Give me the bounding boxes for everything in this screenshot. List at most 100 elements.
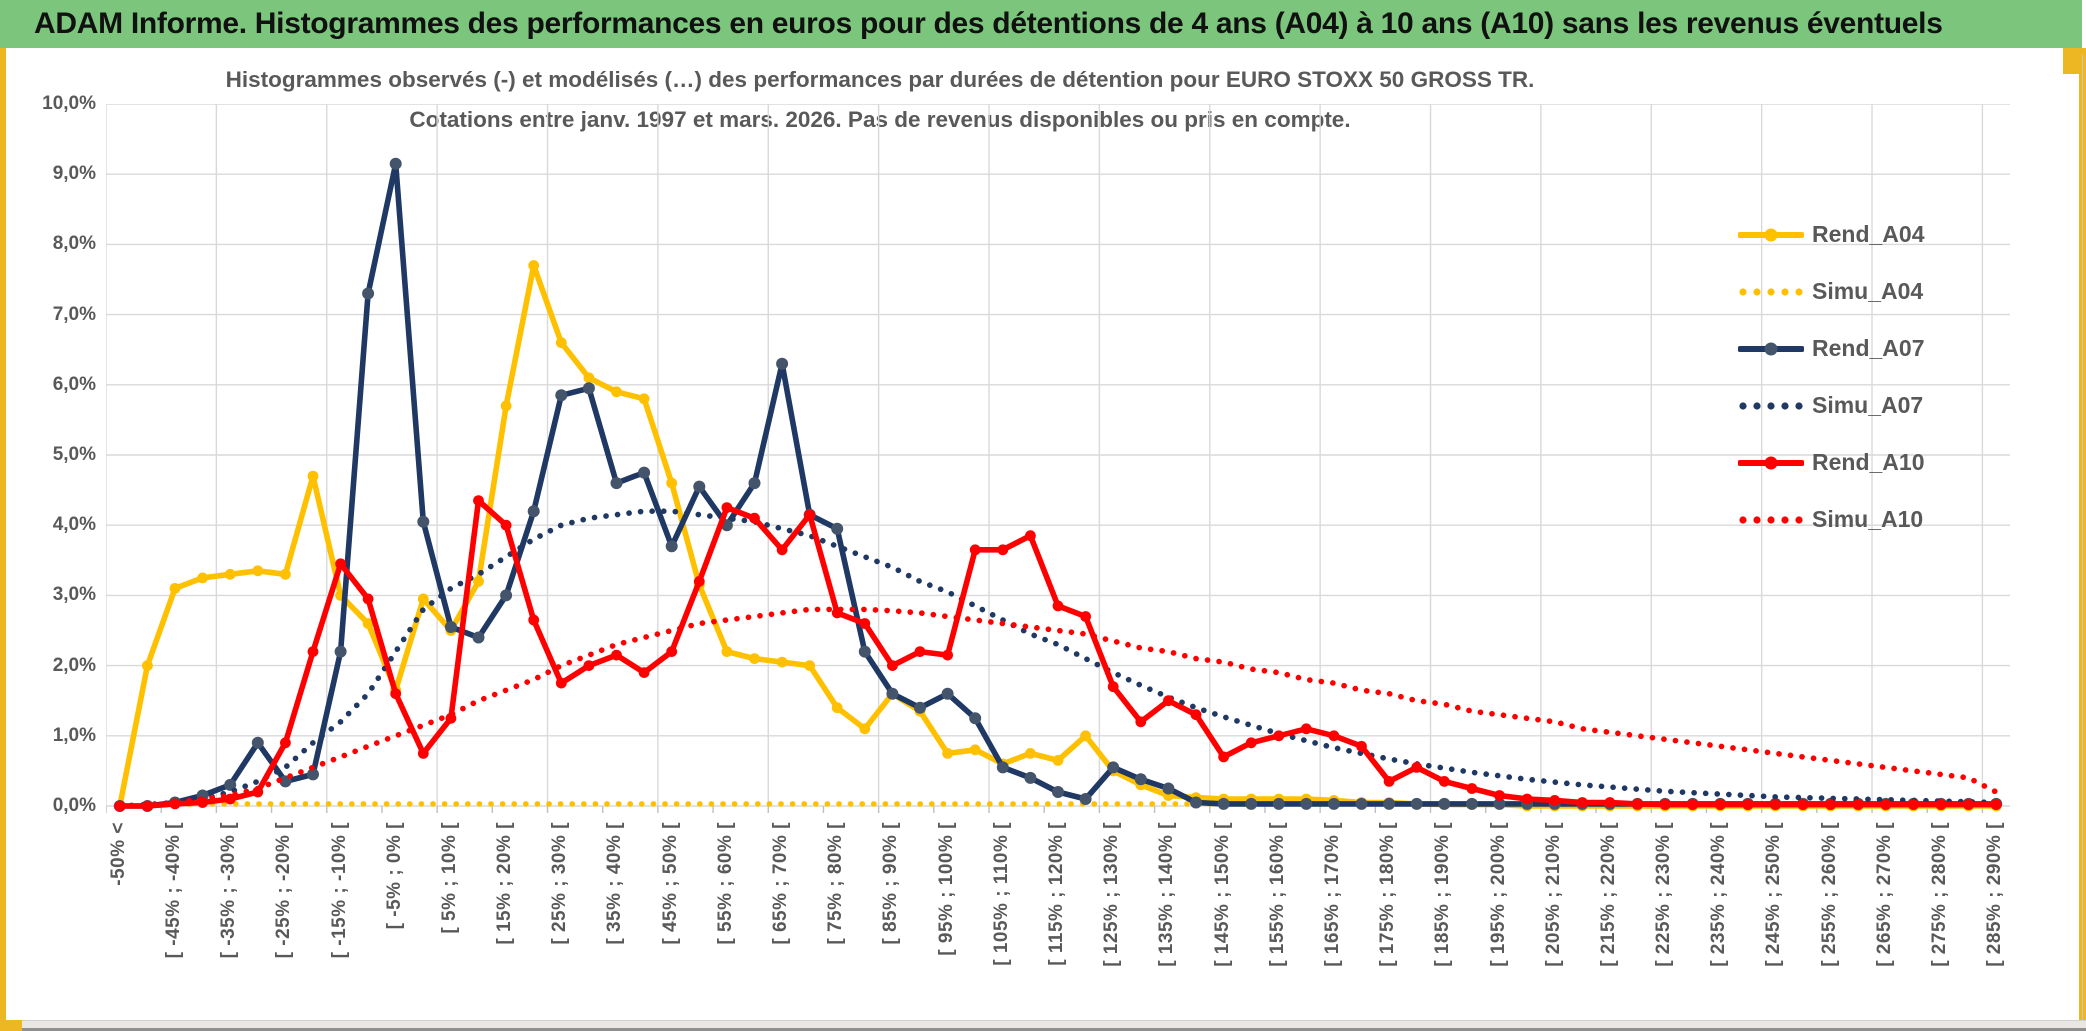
report-title: ADAM Informe. Histogrammes des performan… — [34, 7, 1943, 40]
series-line-Simu_A07 — [117, 508, 1999, 809]
series-marker-Rend_A10 — [1687, 799, 1699, 810]
series-marker-Rend_A07 — [969, 712, 982, 725]
series-marker-Rend_A10 — [969, 544, 981, 556]
series-marker-Rend_A10 — [1245, 737, 1257, 749]
x-tick-label: [ 5% ; 10% [ — [438, 822, 460, 934]
series-marker-Rend_A10 — [1770, 799, 1781, 810]
y-tick-label: 4,0% — [52, 514, 96, 536]
series-marker-Rend_A07 — [500, 589, 513, 602]
x-tick-label: [ 95% ; 100% [ — [935, 822, 957, 956]
series-marker-Rend_A07 — [693, 480, 706, 493]
y-tick-label: 6,0% — [52, 373, 96, 395]
series-marker-Rend_A07 — [389, 157, 402, 170]
series-marker-Rend_A07 — [941, 687, 954, 700]
page-right-corner-tab — [2063, 48, 2086, 74]
series-marker-Rend_A10 — [611, 649, 622, 661]
series-marker-Rend_A10 — [942, 649, 953, 661]
series-marker-Rend_A10 — [1521, 793, 1533, 805]
legend-swatch-dots-icon — [1739, 287, 1803, 296]
bottom-scroll-bar[interactable] — [0, 1020, 2086, 1031]
legend-swatch-line-icon — [1738, 342, 1804, 355]
series-marker-Rend_A07 — [1134, 773, 1147, 786]
legend-label: Rend_A10 — [1812, 449, 1925, 475]
series-marker-Rend_A04 — [473, 576, 484, 587]
series-marker-Rend_A10 — [1935, 799, 1947, 810]
x-tick-label: [ -35% ; -30% [ — [218, 822, 240, 959]
legend-item-Simu_A04[interactable]: Simu_A04 — [1738, 263, 1924, 320]
series-marker-Rend_A07 — [996, 761, 1009, 774]
legend-item-Rend_A10[interactable]: Rend_A10 — [1738, 434, 1924, 491]
legend-item-Simu_A07[interactable]: Simu_A07 — [1738, 377, 1924, 434]
series-marker-Rend_A10 — [1797, 799, 1809, 810]
y-tick-label: 3,0% — [52, 584, 96, 606]
series-marker-Rend_A07 — [1355, 797, 1368, 810]
series-marker-Rend_A07 — [665, 540, 678, 553]
x-tick-label: [ 15% ; 20% [ — [494, 822, 516, 945]
legend-item-Simu_A10[interactable]: Simu_A10 — [1738, 491, 1924, 548]
series-marker-Rend_A07 — [1327, 797, 1340, 810]
series-marker-Rend_A07 — [1079, 793, 1092, 805]
x-tick-label: [ 105% ; 110% [ — [990, 822, 1012, 966]
series-marker-Rend_A10 — [914, 646, 926, 657]
series-marker-Rend_A04 — [831, 702, 843, 714]
series-marker-Rend_A10 — [1963, 799, 1974, 810]
series-marker-Rend_A10 — [1300, 723, 1312, 735]
x-tick-label: [ 115% ; 120% [ — [1046, 822, 1067, 966]
series-marker-Rend_A10 — [335, 558, 346, 570]
series-marker-Rend_A07 — [1383, 797, 1396, 810]
x-tick-label: [ -25% ; -20% [ — [273, 822, 295, 959]
series-marker-Rend_A10 — [307, 646, 319, 657]
series-marker-Rend_A07 — [1410, 797, 1423, 810]
x-tick-label: -50% < — [107, 822, 129, 886]
series-marker-Rend_A07 — [307, 768, 319, 781]
series-marker-Rend_A07 — [1493, 797, 1506, 810]
series-marker-Rend_A10 — [500, 519, 512, 531]
series-marker-Rend_A10 — [473, 495, 484, 506]
page-left-edge-strip — [0, 48, 6, 1020]
x-tick-label: [ 25% ; 30% [ — [549, 822, 571, 945]
legend-label: Rend_A04 — [1812, 221, 1925, 247]
series-marker-Rend_A04 — [721, 646, 733, 657]
page-bottom-left-corner — [0, 1020, 22, 1031]
series-marker-Rend_A10 — [1852, 799, 1864, 810]
series-line-Simu_A10 — [117, 606, 1999, 809]
series-marker-Rend_A10 — [804, 509, 816, 521]
series-marker-Rend_A10 — [638, 667, 650, 678]
series-marker-Rend_A10 — [1356, 740, 1367, 752]
x-tick-label: [ 245% ; 250% [ — [1763, 822, 1785, 967]
series-marker-Rend_A07 — [1052, 786, 1064, 798]
series-marker-Rend_A10 — [1659, 799, 1671, 810]
series-marker-Rend_A10 — [1135, 716, 1147, 728]
x-tick-label: [ 185% ; 190% [ — [1432, 822, 1454, 967]
series-marker-Rend_A04 — [252, 565, 264, 577]
report-title-bar: ADAM Informe. Histogrammes des performan… — [0, 0, 2082, 48]
series-marker-Rend_A04 — [666, 477, 678, 489]
x-tick-label: [ 125% ; 130% [ — [1101, 822, 1123, 967]
series-marker-Rend_A07 — [417, 515, 430, 528]
legend-item-Rend_A04[interactable]: Rend_A04 — [1738, 206, 1924, 263]
y-tick-label: 8,0% — [52, 233, 96, 255]
series-marker-Rend_A10 — [997, 544, 1009, 556]
series-marker-Rend_A04 — [969, 744, 981, 756]
y-tick-label: 10,0% — [42, 93, 96, 114]
series-marker-Rend_A10 — [693, 576, 705, 587]
series-marker-Rend_A07 — [610, 477, 623, 490]
series-marker-Rend_A10 — [887, 660, 898, 671]
chart-title-line1: Histogrammes observés (-) et modélisés (… — [225, 67, 1535, 92]
chart-legend: Rend_A04 Simu_A04 Rend_A07 Simu_A07 Rend_A10… — [1738, 206, 1924, 548]
x-tick-label: [ 35% ; 40% [ — [604, 822, 626, 945]
y-tick-label: 0,0% — [52, 795, 96, 816]
x-tick-label: [ 265% ; 270% [ — [1873, 822, 1895, 967]
x-tick-label: [ 55% ; 60% [ — [714, 822, 736, 945]
series-marker-Rend_A10 — [1714, 799, 1726, 810]
series-marker-Rend_A10 — [280, 737, 291, 749]
series-marker-Rend_A04 — [280, 568, 291, 580]
legend-item-Rend_A07[interactable]: Rend_A07 — [1738, 320, 1924, 377]
series-marker-Rend_A10 — [1163, 695, 1174, 707]
series-marker-Rend_A07 — [914, 701, 926, 714]
series-marker-Rend_A07 — [1217, 797, 1230, 810]
series-marker-Rend_A10 — [1107, 681, 1119, 693]
series-marker-Rend_A07 — [1024, 771, 1037, 784]
series-marker-Rend_A10 — [1383, 776, 1395, 787]
series-marker-Rend_A10 — [1742, 799, 1754, 810]
